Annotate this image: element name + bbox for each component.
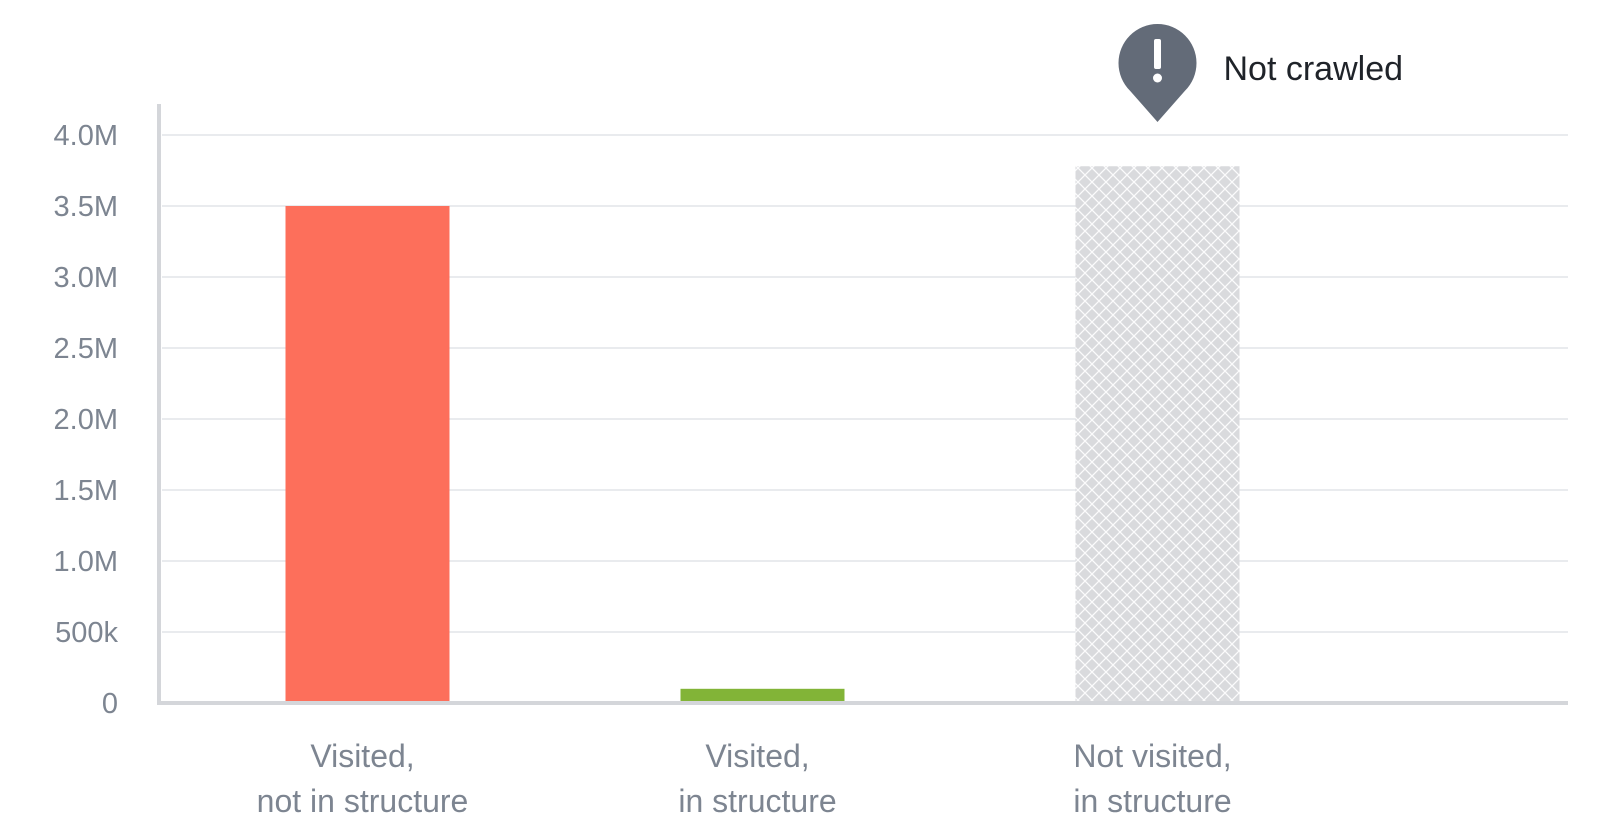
- y-tick-label: 3.0M: [54, 262, 118, 294]
- x-tick-label: Visited,: [705, 738, 809, 774]
- x-tick-labels: Visited, not in structure Visited, in struc…: [257, 738, 1232, 819]
- y-tick-label: 1.0M: [54, 546, 118, 578]
- y-tick-label: 4.0M: [54, 120, 118, 152]
- exclamation-stroke: [1154, 39, 1161, 69]
- x-tick-label: Not visited,: [1073, 738, 1231, 774]
- x-tick-label: Visited,: [310, 738, 414, 774]
- marker-shape: [1118, 24, 1197, 122]
- bar-1[interactable]: [285, 206, 450, 701]
- axes: [157, 104, 1568, 705]
- exclamation-dot: [1153, 73, 1162, 83]
- bar-2[interactable]: [680, 688, 845, 701]
- x-tick-label: in structure: [678, 783, 836, 819]
- y-tick-label: 3.5M: [54, 191, 118, 223]
- y-tick-labels: 0 500k 1.0M 1.5M 2.0M 2.5M 3.0M 3.5M 4.0M: [54, 120, 119, 720]
- y-tick-label: 500k: [55, 617, 118, 649]
- x-tick-label: in structure: [1073, 783, 1231, 819]
- exclamation-marker-icon: [1118, 24, 1197, 122]
- y-tick-label: 1.5M: [54, 475, 118, 507]
- y-tick-label: 0: [102, 688, 118, 720]
- x-tick-label: not in structure: [257, 783, 469, 819]
- bars: [285, 166, 1240, 702]
- y-tick-label: 2.0M: [54, 404, 118, 436]
- bar-3[interactable]: [1075, 166, 1240, 702]
- not-crawled-annotation: Not crawled: [1118, 24, 1404, 122]
- y-tick-label: 2.5M: [54, 333, 118, 365]
- not-crawled-label: Not crawled: [1224, 50, 1404, 88]
